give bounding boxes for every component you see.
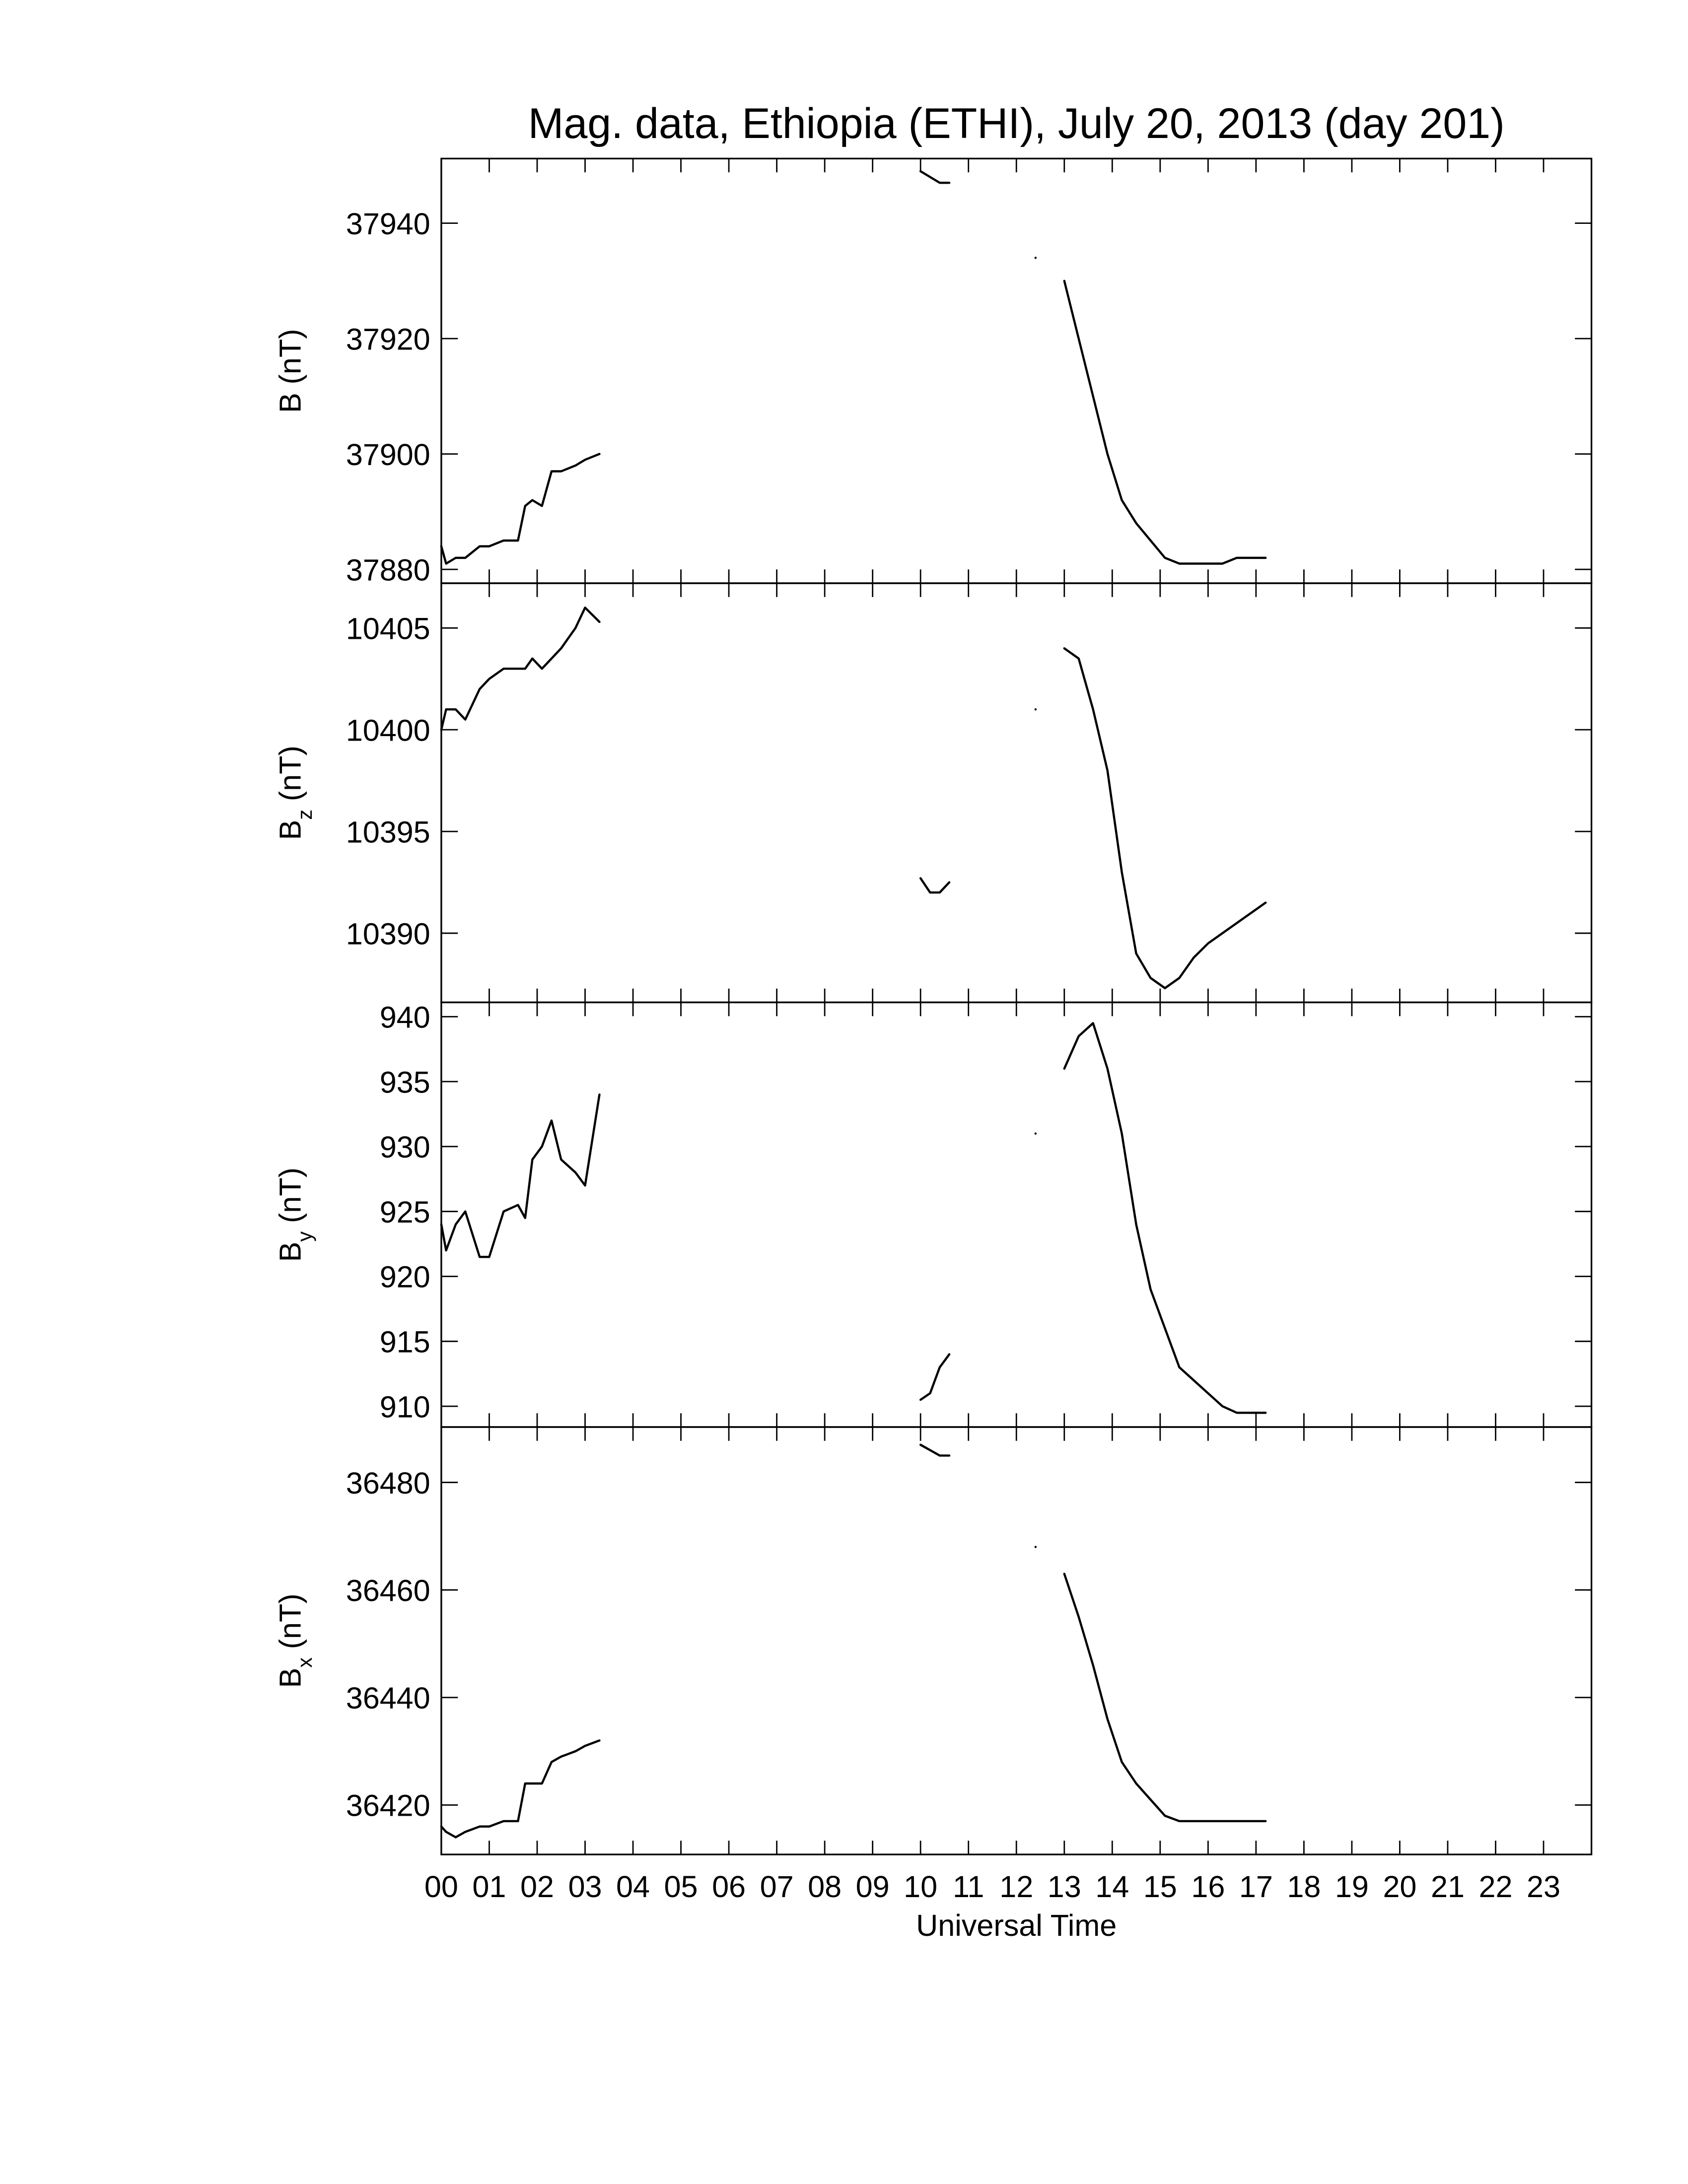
y-axis-label-symbol: B (274, 820, 307, 840)
x-tick-label: 02 (520, 1870, 554, 1904)
y-axis-label-symbol: B (274, 1668, 307, 1688)
y-tick-label: 10395 (346, 815, 430, 849)
x-tick-label: 19 (1335, 1870, 1369, 1904)
x-tick-label: 14 (1095, 1870, 1129, 1904)
x-tick-label: 13 (1048, 1870, 1081, 1904)
data-line (440, 606, 1267, 989)
x-tick-label: 09 (856, 1870, 890, 1904)
data-line (440, 170, 1267, 565)
y-tick-label: 37880 (346, 553, 430, 587)
data-line (440, 1022, 1267, 1414)
x-tick-label: 01 (472, 1870, 506, 1904)
x-axis-label: Universal Time (916, 1909, 1117, 1942)
chart-title: Mag. data, Ethiopia (ETHI), July 20, 201… (528, 100, 1505, 147)
x-tick-label: 12 (999, 1870, 1033, 1904)
x-tick-label: 06 (712, 1870, 746, 1904)
y-axis-label-subscript: y (293, 1231, 316, 1242)
x-tick-label: 20 (1383, 1870, 1416, 1904)
x-tick-label: 11 (953, 1870, 984, 1904)
x-tick-label: 18 (1287, 1870, 1321, 1904)
y-axis-label-symbol: B (274, 393, 307, 413)
x-tick-label: 22 (1479, 1870, 1513, 1904)
y-tick-label: 915 (380, 1325, 430, 1359)
y-axis-label: Bz (nT) (274, 746, 316, 840)
y-tick-label: 920 (380, 1260, 430, 1294)
x-tick-label: 17 (1239, 1870, 1273, 1904)
x-tick-label: 05 (664, 1870, 698, 1904)
x-tick-label: 03 (568, 1870, 602, 1904)
x-tick-label: 23 (1527, 1870, 1560, 1904)
y-tick-label: 910 (380, 1390, 430, 1424)
data-line (440, 1443, 1267, 1839)
x-tick-label: 10 (904, 1870, 937, 1904)
y-axis-label: By (nT) (274, 1167, 316, 1262)
x-tick-label: 00 (424, 1870, 458, 1904)
y-tick-label: 36480 (346, 1466, 430, 1500)
y-axis-label-unit: (nT) (274, 1167, 307, 1223)
x-tick-label: 04 (616, 1870, 650, 1904)
y-axis-label-subscript: z (293, 810, 316, 820)
y-tick-label: 36420 (346, 1789, 430, 1823)
y-axis-label-unit: (nT) (274, 746, 307, 801)
y-tick-label: 36460 (346, 1573, 430, 1607)
y-axis-label: B (nT) (274, 329, 307, 412)
y-tick-label: 36440 (346, 1681, 430, 1715)
y-axis-label-symbol: B (274, 1242, 307, 1262)
y-axis-label: Bx (nT) (274, 1593, 316, 1688)
y-tick-label: 930 (380, 1130, 430, 1164)
x-tick-label: 07 (760, 1870, 794, 1904)
y-tick-label: 925 (380, 1195, 430, 1229)
x-tick-label: 16 (1191, 1870, 1225, 1904)
y-tick-label: 37940 (346, 207, 430, 241)
x-tick-label: 08 (808, 1870, 842, 1904)
y-tick-label: 940 (380, 1000, 430, 1034)
y-tick-label: 10405 (346, 612, 430, 645)
x-tick-label: 21 (1431, 1870, 1465, 1904)
y-axis-label-subscript: x (293, 1657, 316, 1668)
y-tick-label: 37920 (346, 322, 430, 356)
y-axis-label-unit: (nT) (274, 1593, 307, 1649)
x-tick-label: 15 (1143, 1870, 1177, 1904)
y-tick-label: 10400 (346, 713, 430, 747)
y-tick-label: 935 (380, 1065, 430, 1099)
y-tick-label: 37900 (346, 438, 430, 472)
y-tick-label: 10390 (346, 917, 430, 951)
y-axis-label-unit: (nT) (274, 329, 307, 384)
